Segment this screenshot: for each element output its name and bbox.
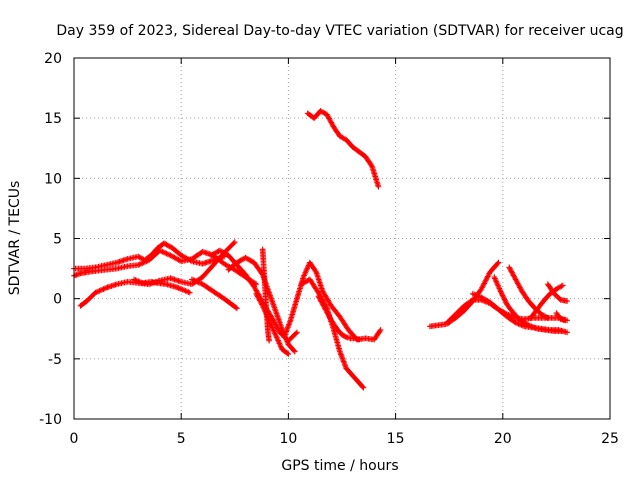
y-tick-label: -5 (48, 352, 62, 368)
data-point-marker (359, 383, 366, 390)
series-arc-12 (315, 293, 363, 343)
data-point-marker (562, 317, 568, 324)
data-point-marker (266, 337, 273, 344)
series-arc-5 (188, 276, 240, 312)
y-tick-label: 10 (44, 171, 62, 187)
data-point-marker (291, 348, 298, 355)
x-axis-label: GPS time / hours (281, 458, 398, 474)
series-arc-4 (131, 276, 193, 296)
data-point-marker (564, 329, 571, 336)
data-point-marker (564, 298, 571, 305)
data-point-marker (285, 351, 292, 357)
series-arc-20 (544, 281, 571, 305)
data-point-marker (559, 282, 566, 289)
data-point-marker (360, 384, 367, 391)
data-point-marker (290, 347, 297, 354)
data-point-marker (231, 239, 238, 246)
data-point-marker (294, 329, 300, 336)
axis-ticks (73, 57, 611, 420)
data-point-marker (377, 327, 384, 333)
data-point-marker (375, 183, 382, 190)
y-tick-label: 0 (53, 292, 62, 308)
series-arc-13 (304, 107, 382, 190)
y-tick-label: 20 (44, 51, 62, 67)
series-arc-17 (491, 274, 566, 335)
data-point-marker (559, 328, 566, 335)
x-tick-label: 10 (279, 431, 297, 447)
y-tick-label: -10 (39, 412, 62, 428)
x-tick-label: 0 (70, 431, 79, 447)
x-tick-label: 20 (494, 431, 512, 447)
series-arc-9 (253, 290, 292, 357)
y-axis-label: SDTVAR / TECUs (7, 181, 23, 296)
series-arc-10 (281, 259, 384, 343)
data-point-marker (495, 259, 502, 266)
data-point-marker (186, 289, 193, 296)
chart-title: Day 359 of 2023, Sidereal Day-to-day VTE… (56, 23, 623, 39)
data-point-marker (356, 336, 363, 343)
series-arc-18 (506, 264, 551, 321)
data-point-marker (544, 314, 551, 321)
x-tick-label: 15 (387, 431, 405, 447)
x-tick-label: 25 (601, 431, 619, 447)
x-tick-label: 5 (177, 431, 186, 447)
axis-tick-labels: 0 5 10 15 20 25 -10 -5 0 5 10 15 20 (39, 51, 619, 447)
y-tick-label: 5 (53, 232, 62, 248)
series-arc-21 (553, 310, 568, 324)
y-tick-label: 15 (44, 111, 62, 127)
series-layer (71, 107, 571, 391)
data-point-marker (233, 305, 240, 312)
